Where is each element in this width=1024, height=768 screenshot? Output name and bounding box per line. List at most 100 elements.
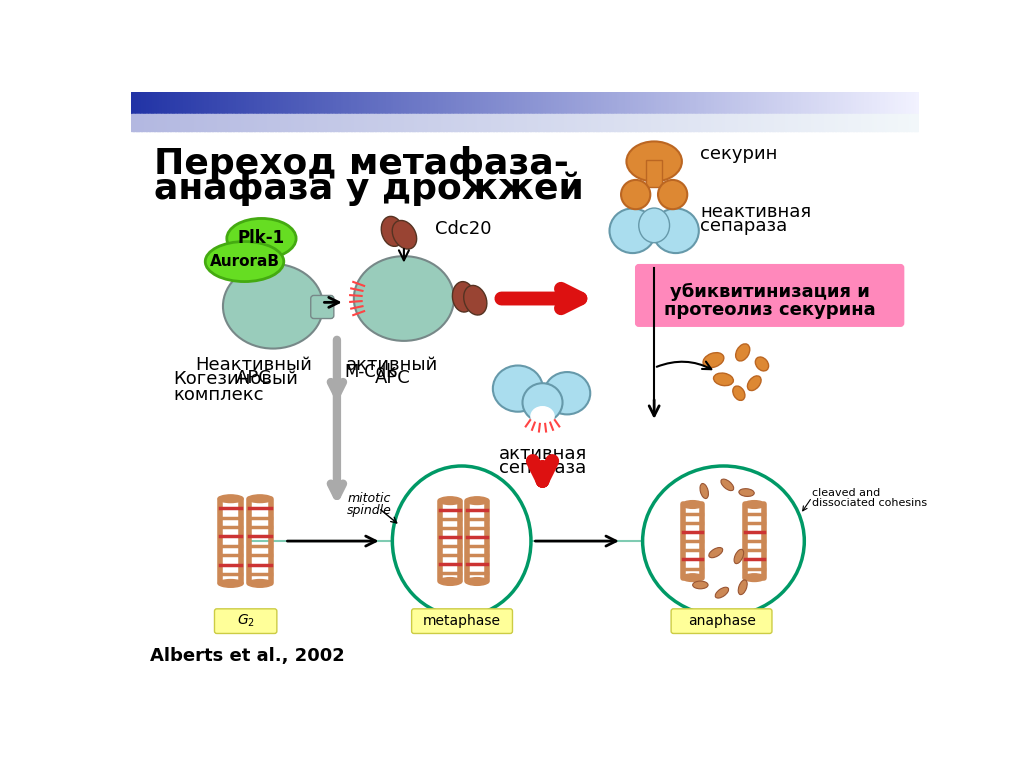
- Bar: [241, 92, 245, 115]
- Bar: [913, 92, 918, 115]
- Bar: [556, 92, 560, 115]
- Bar: [207, 92, 210, 115]
- Ellipse shape: [682, 501, 703, 508]
- Bar: [727, 92, 730, 115]
- Bar: [299, 92, 302, 115]
- Bar: [801, 114, 804, 131]
- Bar: [648, 114, 651, 131]
- Bar: [572, 114, 575, 131]
- Bar: [840, 114, 844, 131]
- Bar: [543, 92, 547, 115]
- Bar: [588, 114, 591, 131]
- Bar: [556, 114, 560, 131]
- Bar: [175, 92, 178, 115]
- Bar: [665, 92, 668, 115]
- Bar: [707, 114, 710, 131]
- Bar: [236, 92, 239, 115]
- Bar: [170, 92, 173, 115]
- Bar: [745, 92, 749, 115]
- Bar: [630, 92, 633, 115]
- Bar: [422, 92, 426, 115]
- Bar: [583, 114, 586, 131]
- Bar: [625, 92, 628, 115]
- Bar: [349, 92, 352, 115]
- Bar: [869, 114, 872, 131]
- Bar: [662, 114, 665, 131]
- Ellipse shape: [466, 497, 488, 505]
- Bar: [591, 92, 594, 115]
- Bar: [856, 92, 859, 115]
- Bar: [194, 92, 197, 115]
- Bar: [680, 92, 683, 115]
- Bar: [672, 114, 676, 131]
- Bar: [703, 114, 707, 131]
- Bar: [838, 92, 841, 115]
- Bar: [422, 114, 426, 131]
- Bar: [264, 114, 268, 131]
- Bar: [616, 92, 621, 115]
- Bar: [908, 114, 912, 131]
- Ellipse shape: [223, 264, 323, 349]
- Bar: [246, 92, 250, 115]
- Bar: [507, 92, 510, 115]
- Bar: [643, 92, 646, 115]
- Bar: [160, 92, 163, 115]
- Bar: [835, 114, 839, 131]
- Ellipse shape: [721, 479, 734, 491]
- Bar: [160, 114, 163, 131]
- Bar: [895, 92, 899, 115]
- Bar: [793, 92, 797, 115]
- Bar: [885, 92, 888, 115]
- Ellipse shape: [652, 208, 698, 253]
- Bar: [272, 114, 275, 131]
- Bar: [170, 114, 173, 131]
- Bar: [378, 114, 381, 131]
- Bar: [658, 114, 663, 131]
- Bar: [688, 114, 691, 131]
- Bar: [391, 92, 394, 115]
- Bar: [157, 114, 160, 131]
- Bar: [643, 114, 646, 131]
- Bar: [338, 114, 342, 131]
- Bar: [286, 114, 289, 131]
- Bar: [680, 114, 683, 131]
- Bar: [180, 92, 184, 115]
- Bar: [197, 92, 200, 115]
- Bar: [774, 92, 778, 115]
- Bar: [333, 92, 336, 115]
- Ellipse shape: [639, 208, 670, 243]
- Bar: [375, 114, 379, 131]
- Ellipse shape: [392, 220, 417, 249]
- Bar: [459, 114, 463, 131]
- Bar: [438, 92, 441, 115]
- Bar: [856, 114, 859, 131]
- Bar: [501, 92, 505, 115]
- Bar: [499, 114, 502, 131]
- Bar: [325, 92, 329, 115]
- Bar: [148, 92, 153, 115]
- Bar: [440, 114, 444, 131]
- Bar: [796, 92, 799, 115]
- Bar: [317, 114, 321, 131]
- Bar: [490, 92, 494, 115]
- Bar: [672, 92, 676, 115]
- Bar: [609, 114, 612, 131]
- Bar: [454, 92, 458, 115]
- Bar: [309, 114, 312, 131]
- Bar: [356, 114, 360, 131]
- Bar: [769, 92, 773, 115]
- Bar: [801, 92, 804, 115]
- Bar: [809, 114, 812, 131]
- Bar: [272, 92, 275, 115]
- Bar: [903, 92, 906, 115]
- Bar: [443, 114, 446, 131]
- Bar: [901, 114, 904, 131]
- Bar: [764, 92, 767, 115]
- Bar: [596, 92, 599, 115]
- Bar: [328, 114, 331, 131]
- Bar: [509, 114, 512, 131]
- Bar: [401, 92, 404, 115]
- Bar: [428, 114, 431, 131]
- Bar: [215, 114, 218, 131]
- Bar: [532, 114, 537, 131]
